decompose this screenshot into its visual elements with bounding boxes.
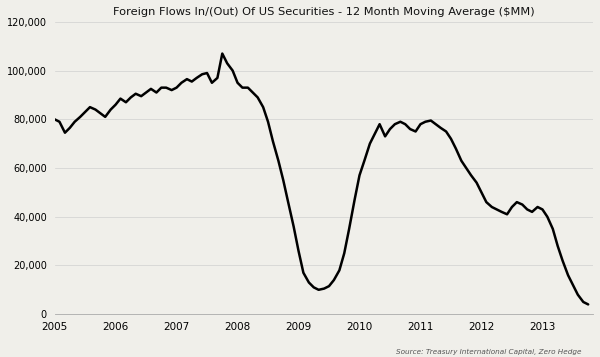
Title: Foreign Flows In/(Out) Of US Securities - 12 Month Moving Average ($MM): Foreign Flows In/(Out) Of US Securities … xyxy=(113,7,535,17)
Text: Source: Treasury International Capital, Zero Hedge: Source: Treasury International Capital, … xyxy=(397,349,582,355)
